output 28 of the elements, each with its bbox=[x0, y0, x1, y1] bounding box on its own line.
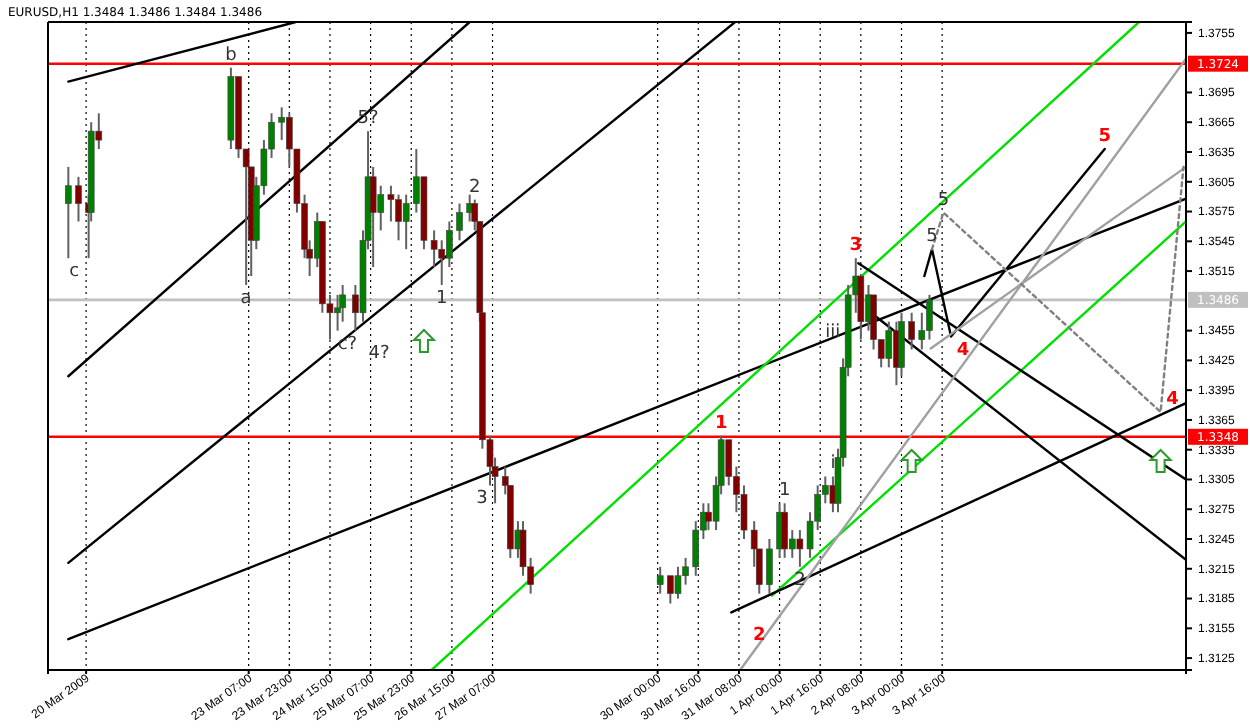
annotation: iii bbox=[825, 322, 841, 343]
candlestick bbox=[926, 293, 933, 341]
candlestick bbox=[674, 565, 682, 600]
line-series bbox=[930, 165, 1185, 414]
annotation: 5 bbox=[926, 227, 938, 248]
annotation: 1 bbox=[435, 288, 448, 309]
annotation: 3 bbox=[849, 236, 863, 257]
annotation: 4 bbox=[1166, 389, 1179, 410]
annotation: 4? bbox=[368, 343, 390, 364]
annotation: c? bbox=[337, 334, 358, 355]
annotation: 5 bbox=[1098, 127, 1111, 148]
annotation: 1 bbox=[714, 413, 728, 434]
candlestick bbox=[395, 193, 402, 242]
annotation: 3 bbox=[476, 489, 488, 510]
candlestick bbox=[870, 293, 877, 351]
annotation: i bbox=[830, 454, 836, 475]
annotation: 2 bbox=[469, 177, 481, 198]
annotation: b bbox=[225, 45, 238, 66]
annotation: 2 bbox=[752, 625, 766, 646]
annotation: 5? bbox=[357, 109, 379, 130]
annotation: 4 bbox=[956, 340, 970, 361]
annotation: 1 bbox=[778, 481, 791, 502]
annotation: c bbox=[69, 262, 80, 283]
annotation: a bbox=[240, 288, 252, 309]
candlestick bbox=[781, 502, 788, 559]
candlestick bbox=[339, 283, 346, 323]
candlestick bbox=[885, 320, 893, 369]
candlestick bbox=[334, 293, 341, 332]
